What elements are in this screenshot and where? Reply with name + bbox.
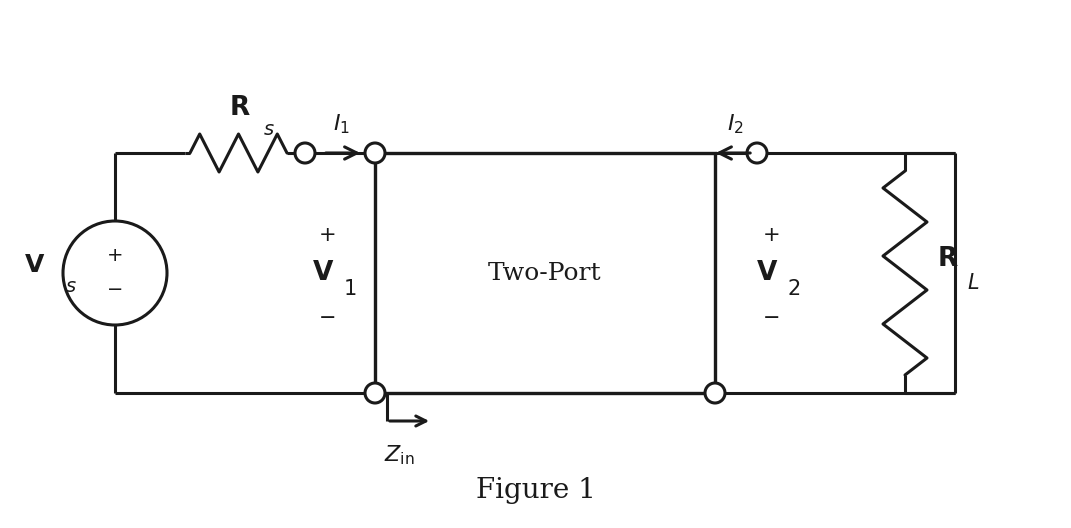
Text: Two-Port: Two-Port xyxy=(488,261,602,285)
Text: $\mathit{L}$: $\mathit{L}$ xyxy=(967,273,979,293)
Circle shape xyxy=(746,143,767,163)
Text: $I_2$: $I_2$ xyxy=(726,112,743,136)
Text: −: − xyxy=(764,308,781,328)
Text: $\mathit{s}$: $\mathit{s}$ xyxy=(65,277,77,296)
Text: −: − xyxy=(319,308,336,328)
Text: $\mathbf{V}$: $\mathbf{V}$ xyxy=(24,253,45,277)
Text: $Z_{\mathrm{in}}$: $Z_{\mathrm{in}}$ xyxy=(383,443,414,467)
Circle shape xyxy=(365,143,384,163)
Text: $I_1$: $I_1$ xyxy=(332,112,349,136)
Text: $\mathit{s}$: $\mathit{s}$ xyxy=(263,120,275,139)
Circle shape xyxy=(295,143,315,163)
Text: Figure 1: Figure 1 xyxy=(476,476,595,504)
Circle shape xyxy=(365,383,384,403)
Text: +: + xyxy=(107,247,123,266)
Circle shape xyxy=(63,221,167,325)
Bar xyxy=(375,153,715,393)
Text: $\mathbf{R}$: $\mathbf{R}$ xyxy=(937,246,959,272)
Text: $2$: $2$ xyxy=(787,279,800,299)
Text: −: − xyxy=(107,280,123,299)
Text: $\mathbf{R}$: $\mathbf{R}$ xyxy=(229,95,251,121)
Circle shape xyxy=(705,383,725,403)
Text: $\mathbf{V}$: $\mathbf{V}$ xyxy=(312,260,334,286)
Text: +: + xyxy=(764,225,781,245)
Text: $1$: $1$ xyxy=(344,279,357,299)
Text: $\mathbf{V}$: $\mathbf{V}$ xyxy=(756,260,779,286)
Text: +: + xyxy=(319,225,336,245)
